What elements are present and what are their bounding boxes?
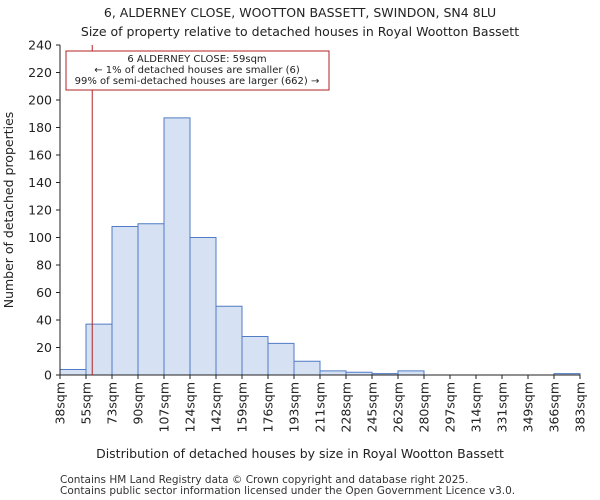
x-tick-label-142sqm: 142sqm xyxy=(209,382,224,432)
y-tick-label: 220 xyxy=(28,65,52,80)
y-tick-label: 180 xyxy=(28,120,52,135)
bar-73sqm xyxy=(111,226,139,376)
annotation-frame xyxy=(65,50,330,91)
y-tick-label: 200 xyxy=(28,93,52,108)
chart-title: 6, ALDERNEY CLOSE, WOOTTON BASSETT, SWIN… xyxy=(104,5,496,20)
x-tick-label-349sqm: 349sqm xyxy=(521,382,536,432)
x-tick-label-55sqm: 55sqm xyxy=(79,382,94,425)
footer-line-1: Contains HM Land Registry data © Crown c… xyxy=(60,474,468,486)
x-tick-label-314sqm: 314sqm xyxy=(469,382,484,432)
y-tick-label: 160 xyxy=(28,148,52,163)
annotation-line-2: ← 1% of detached houses are smaller (6) xyxy=(94,65,300,76)
y-axis: 0 20 40 60 80 100 120 140 160 180 200 220 240 xyxy=(28,38,60,383)
bar-211sqm xyxy=(319,370,347,376)
bar-176sqm xyxy=(267,342,295,376)
x-tick-label-176sqm: 176sqm xyxy=(261,382,276,432)
x-tick-label-90sqm: 90sqm xyxy=(131,382,146,425)
x-tick-label-383sqm: 383sqm xyxy=(573,382,588,432)
bar-262sqm xyxy=(397,370,425,376)
bar-124sqm xyxy=(189,237,217,376)
y-tick-label: 100 xyxy=(28,230,52,245)
x-tick-label-124sqm: 124sqm xyxy=(183,382,198,432)
y-tick-label: 40 xyxy=(36,313,52,328)
x-tick-label-211sqm: 211sqm xyxy=(313,382,328,432)
x-tick-label-107sqm: 107sqm xyxy=(157,382,172,432)
bar-159sqm xyxy=(241,336,269,376)
footer-line-2: Contains public sector information licen… xyxy=(60,485,515,497)
y-tick-label: 60 xyxy=(36,285,52,300)
annotation-box: 6 ALDERNEY CLOSE: 59sqm ← 1% of detached… xyxy=(65,50,330,91)
x-axis: 38sqm 55sqm 73sqm 90sqm 107sqm 124sqm 142sqm 15… xyxy=(53,375,588,432)
y-tick-label: 120 xyxy=(28,203,52,218)
y-tick-label: 80 xyxy=(36,258,52,273)
bar-38sqm xyxy=(59,369,87,376)
x-tick-label-280sqm: 280sqm xyxy=(417,382,432,432)
x-tick-label-193sqm: 193sqm xyxy=(287,382,302,432)
x-tick-label-331sqm: 331sqm xyxy=(495,382,510,432)
x-tick-label-159sqm: 159sqm xyxy=(235,382,250,432)
x-tick-label-38sqm: 38sqm xyxy=(53,382,68,425)
x-tick-label-245sqm: 245sqm xyxy=(365,382,380,432)
y-axis-label: Number of detached properties xyxy=(1,112,16,309)
x-tick-label-297sqm: 297sqm xyxy=(443,382,458,432)
y-tick-label: 140 xyxy=(28,175,52,190)
bar-90sqm xyxy=(137,223,165,376)
bar-142sqm xyxy=(215,305,243,376)
x-axis-label: Distribution of detached houses by size … xyxy=(96,446,504,461)
bar-107sqm xyxy=(163,117,191,376)
bar-55sqm xyxy=(85,323,113,376)
chart-subtitle: Size of property relative to detached ho… xyxy=(81,24,519,39)
x-tick-label-366sqm: 366sqm xyxy=(547,382,562,432)
y-tick-label: 0 xyxy=(44,368,52,383)
bars-group xyxy=(59,117,581,376)
annotation-line-1: 6 ALDERNEY CLOSE: 59sqm xyxy=(127,54,266,65)
bar-193sqm xyxy=(293,360,321,376)
x-tick-label-228sqm: 228sqm xyxy=(339,382,354,432)
y-tick-label: 20 xyxy=(36,340,52,355)
y-tick-label: 240 xyxy=(28,38,52,53)
x-tick-label-262sqm: 262sqm xyxy=(391,382,406,432)
x-tick-label-73sqm: 73sqm xyxy=(105,382,120,425)
annotation-line-3: 99% of semi-detached houses are larger (… xyxy=(75,76,320,87)
